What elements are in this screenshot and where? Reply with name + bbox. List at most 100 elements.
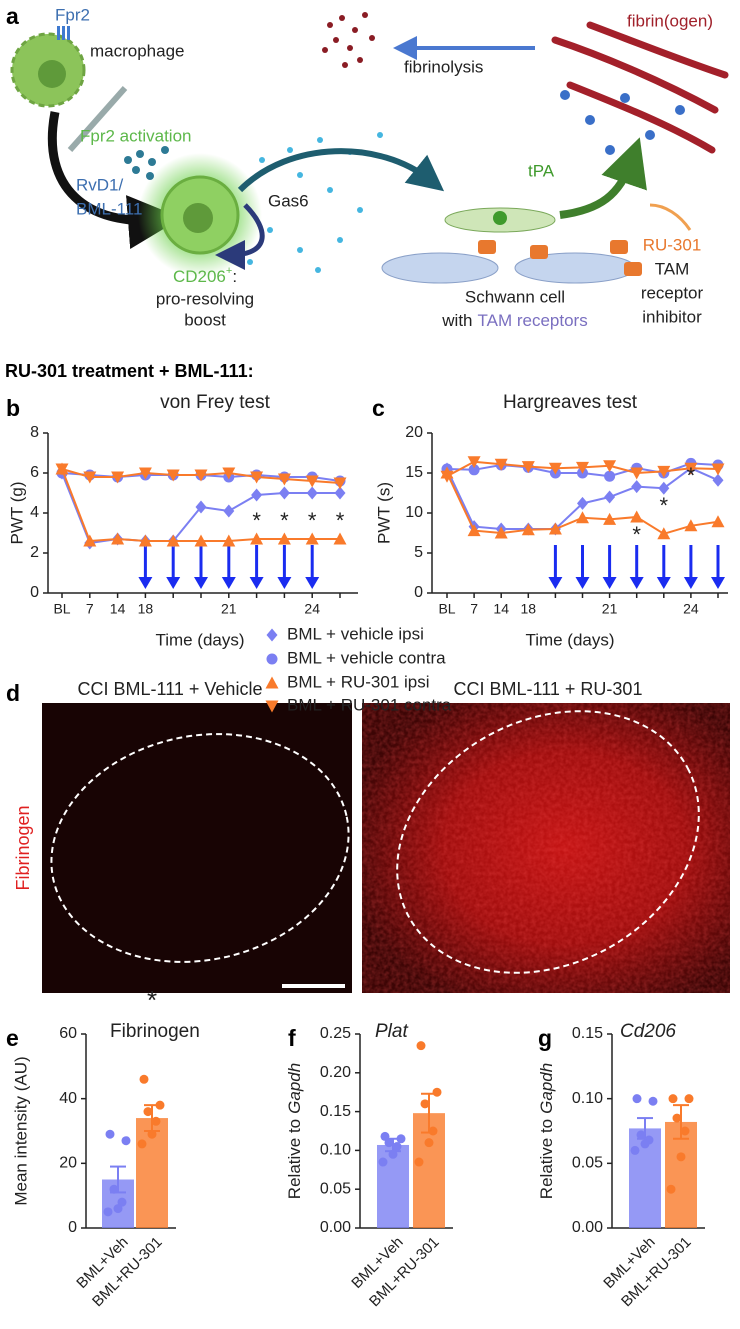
- label: TAM receptors: [478, 311, 588, 330]
- marker: [222, 534, 236, 547]
- label: RU-301: [643, 235, 702, 254]
- data-point: [113, 1204, 123, 1214]
- x-tick-label: BL: [438, 601, 455, 617]
- y-axis-label: Relative to Gapdh: [285, 1063, 304, 1199]
- chart-title: Hargreaves test: [503, 392, 638, 413]
- y-axis-label-part: Relative to: [537, 1119, 556, 1199]
- data-point: [139, 1074, 149, 1084]
- micrographs: CCI BML-111 + Vehicle CCI BML-111 + RU-3…: [13, 679, 730, 993]
- chart-title: Fibrinogen: [110, 1021, 200, 1042]
- y-tick-label: 40: [59, 1090, 77, 1107]
- treatment-arrow-head: [138, 577, 153, 589]
- data-point: [155, 1100, 165, 1110]
- label: +: [226, 265, 232, 277]
- data-point: [147, 1129, 157, 1139]
- fibrin-strands: [551, 21, 729, 154]
- data-point: [648, 1096, 658, 1106]
- panel-label: g: [538, 1025, 552, 1051]
- treatment-arrow-head: [602, 577, 617, 589]
- marker: [467, 524, 481, 537]
- legend-label: BML + vehicle ipsi: [287, 624, 424, 643]
- chart-title: Cd206: [620, 1021, 676, 1042]
- data-point: [414, 1157, 424, 1167]
- data-point: [392, 1142, 402, 1152]
- marker: [494, 458, 508, 471]
- y-tick-label: 0: [68, 1219, 77, 1236]
- label: TAM: [655, 259, 690, 278]
- syringe: [67, 86, 128, 152]
- x-tick-label: 18: [138, 601, 154, 617]
- x-tick-label: 14: [110, 601, 126, 617]
- marker: [334, 486, 346, 500]
- label: pro-resolving: [156, 289, 254, 308]
- x-tick-label: 21: [221, 601, 237, 617]
- label: BML-111: [76, 199, 142, 218]
- marker: [468, 464, 480, 476]
- data-point: [416, 1041, 426, 1051]
- data-point: [137, 1139, 147, 1149]
- micrograph-title: CCI BML-111 + RU-301: [454, 679, 643, 699]
- marker: [55, 463, 69, 476]
- marker: [195, 500, 207, 514]
- y-tick-label: 2: [30, 544, 39, 561]
- y-axis-label-part: Gapdh: [537, 1063, 556, 1114]
- significance: *: [147, 985, 157, 1015]
- marker: [251, 488, 263, 502]
- marker: [166, 534, 180, 547]
- y-tick-label: 6: [30, 464, 39, 481]
- significance: *: [660, 493, 669, 518]
- nucleus: [38, 60, 66, 88]
- y-tick-label: 0.15: [320, 1103, 351, 1120]
- legend-marker: [265, 700, 279, 713]
- y-tick-label: 0.15: [572, 1025, 603, 1042]
- label: inhibitor: [642, 307, 702, 326]
- marker: [684, 519, 698, 532]
- marker: [306, 486, 318, 500]
- significance: *: [336, 508, 345, 533]
- marker: [657, 465, 671, 478]
- y-tick-label: 0: [30, 584, 39, 601]
- y-tick-label: 0.25: [320, 1025, 351, 1042]
- marker: [250, 532, 264, 545]
- data-point: [388, 1149, 398, 1159]
- tpa: [493, 211, 507, 225]
- x-tick-label: BL: [53, 601, 70, 617]
- treatment-arrow-head: [683, 577, 698, 589]
- treatment-arrow-head: [194, 577, 208, 589]
- fpr2-receptor: [57, 26, 70, 40]
- x-tick-label: 24: [304, 601, 320, 617]
- marker: [277, 532, 291, 545]
- marker: [548, 462, 562, 475]
- marker: [278, 486, 290, 500]
- marker: [305, 532, 319, 545]
- significance: *: [252, 508, 261, 533]
- data-point: [668, 1094, 678, 1104]
- marker: [712, 473, 724, 487]
- data-point: [680, 1126, 690, 1136]
- data-point: [632, 1094, 642, 1104]
- x-axis-label: Time (days): [155, 630, 244, 649]
- marker: [711, 463, 725, 476]
- diagram: Fpr2 macrophage Fpr2 activation RvD1/ BM…: [10, 5, 729, 330]
- texture: [362, 703, 730, 993]
- data-point: [121, 1136, 131, 1146]
- marker: [658, 481, 670, 495]
- arrow: [559, 137, 647, 219]
- marker: [305, 475, 319, 488]
- data-point: [396, 1134, 406, 1144]
- treatment-arrow-head: [656, 577, 671, 589]
- legend-label: BML + RU-301 contra: [287, 695, 452, 714]
- micrograph-title: CCI BML-111 + Vehicle: [78, 679, 263, 699]
- y-tick-label: 60: [59, 1025, 77, 1042]
- treatment-arrow-head: [166, 577, 181, 589]
- marker: [631, 480, 643, 494]
- significance: *: [280, 508, 289, 533]
- data-point: [420, 1099, 430, 1109]
- marker: [604, 490, 616, 504]
- panel-label: f: [288, 1025, 296, 1051]
- y-tick-label: 0.00: [572, 1219, 603, 1236]
- legend-label: BML + vehicle contra: [287, 648, 446, 667]
- marker: [223, 504, 235, 518]
- label: fibrinolysis: [404, 57, 483, 76]
